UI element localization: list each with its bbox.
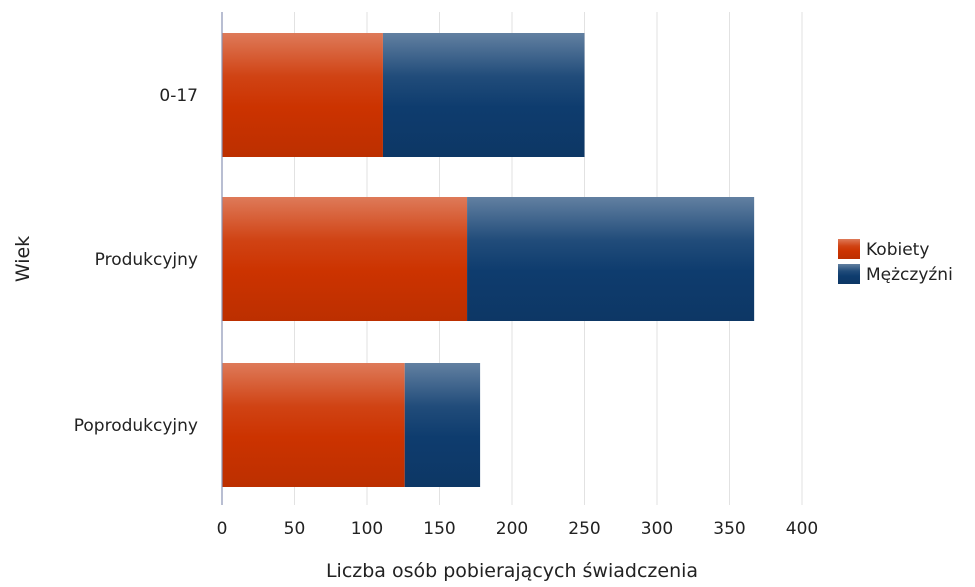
bar-kobiety-0 [222, 33, 383, 157]
axis-layer: 0 50 100 150 200 250 300 350 400 0-17 Produkcyjny P… [74, 12, 818, 539]
legend-swatch [838, 264, 860, 284]
x-tick-label: 0 [217, 519, 228, 539]
y-category-label: 0-17 [159, 86, 198, 106]
x-tick-label: 150 [423, 519, 455, 539]
bar-layer [222, 33, 755, 487]
y-category-label: Produkcyjny [95, 250, 198, 270]
x-tick-label: 200 [496, 519, 528, 539]
x-axis-title: Liczba osób pobierających świadczenia [326, 560, 698, 582]
legend-label: Kobiety [866, 240, 929, 260]
y-axis-title: Wiek [12, 236, 34, 282]
legend-label: Mężczyźni [866, 265, 953, 285]
bar-mezczyzni-1 [467, 197, 755, 321]
bar-mezczyzni-2 [404, 363, 481, 487]
x-tick-label: 400 [786, 519, 818, 539]
x-tick-label: 300 [641, 519, 673, 539]
bar-mezczyzni-0 [382, 33, 585, 157]
x-tick-label: 350 [713, 519, 745, 539]
legend-swatch [838, 239, 860, 259]
x-tick-label: 100 [351, 519, 383, 539]
bar-kobiety-2 [222, 363, 405, 487]
x-tick-label: 50 [284, 519, 306, 539]
bar-kobiety-1 [222, 197, 468, 321]
y-category-label: Poprodukcyjny [74, 416, 198, 436]
legend: Kobiety Mężczyźni [838, 239, 953, 285]
x-tick-label: 250 [568, 519, 600, 539]
